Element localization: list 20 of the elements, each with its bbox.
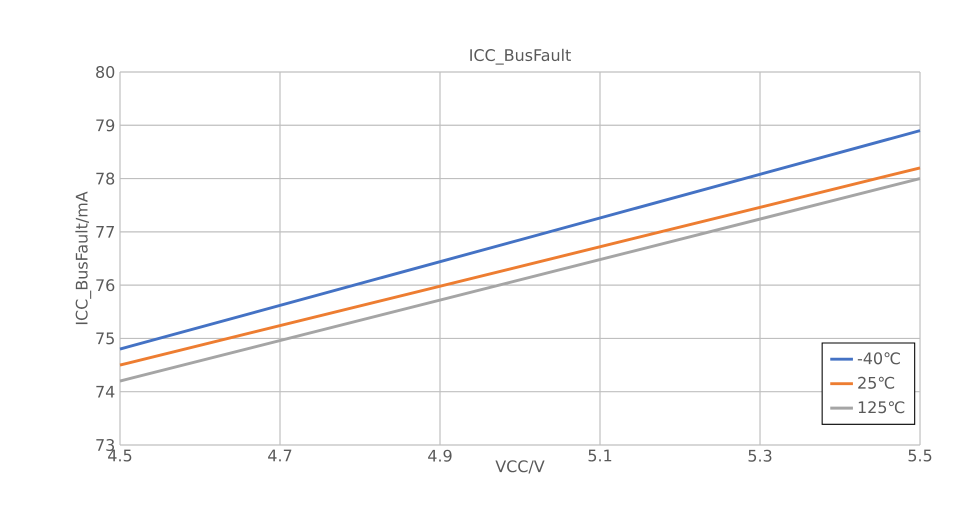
- y-tick-label: 76: [96, 279, 114, 292]
- legend-label: 25℃: [858, 376, 894, 389]
- x-tick-label: 4.5: [108, 450, 132, 462]
- x-tick-label: 5.1: [588, 450, 612, 462]
- y-tick-label: 78: [96, 172, 114, 185]
- x-tick-label: 5.5: [908, 450, 932, 462]
- y-tick-label: 74: [96, 386, 114, 398]
- x-tick-label: 4.9: [428, 450, 452, 462]
- y-tick-label: 79: [96, 119, 114, 132]
- x-tick-label: 5.3: [748, 450, 772, 462]
- x-tick-label: 4.7: [268, 450, 292, 462]
- y-tick-label: 77: [96, 226, 114, 238]
- legend-label: 125℃: [858, 401, 904, 414]
- y-tick-label: 75: [96, 332, 114, 344]
- legend-label: -40℃: [858, 352, 900, 364]
- chart-title: ICC_BusFault: [470, 48, 571, 65]
- x-axis-title: VCC/V: [495, 460, 545, 474]
- y-axis-title: ICC_BusFault/mA: [75, 191, 92, 324]
- y-tick-label: 73: [96, 438, 114, 452]
- y-tick-label: 80: [96, 66, 114, 78]
